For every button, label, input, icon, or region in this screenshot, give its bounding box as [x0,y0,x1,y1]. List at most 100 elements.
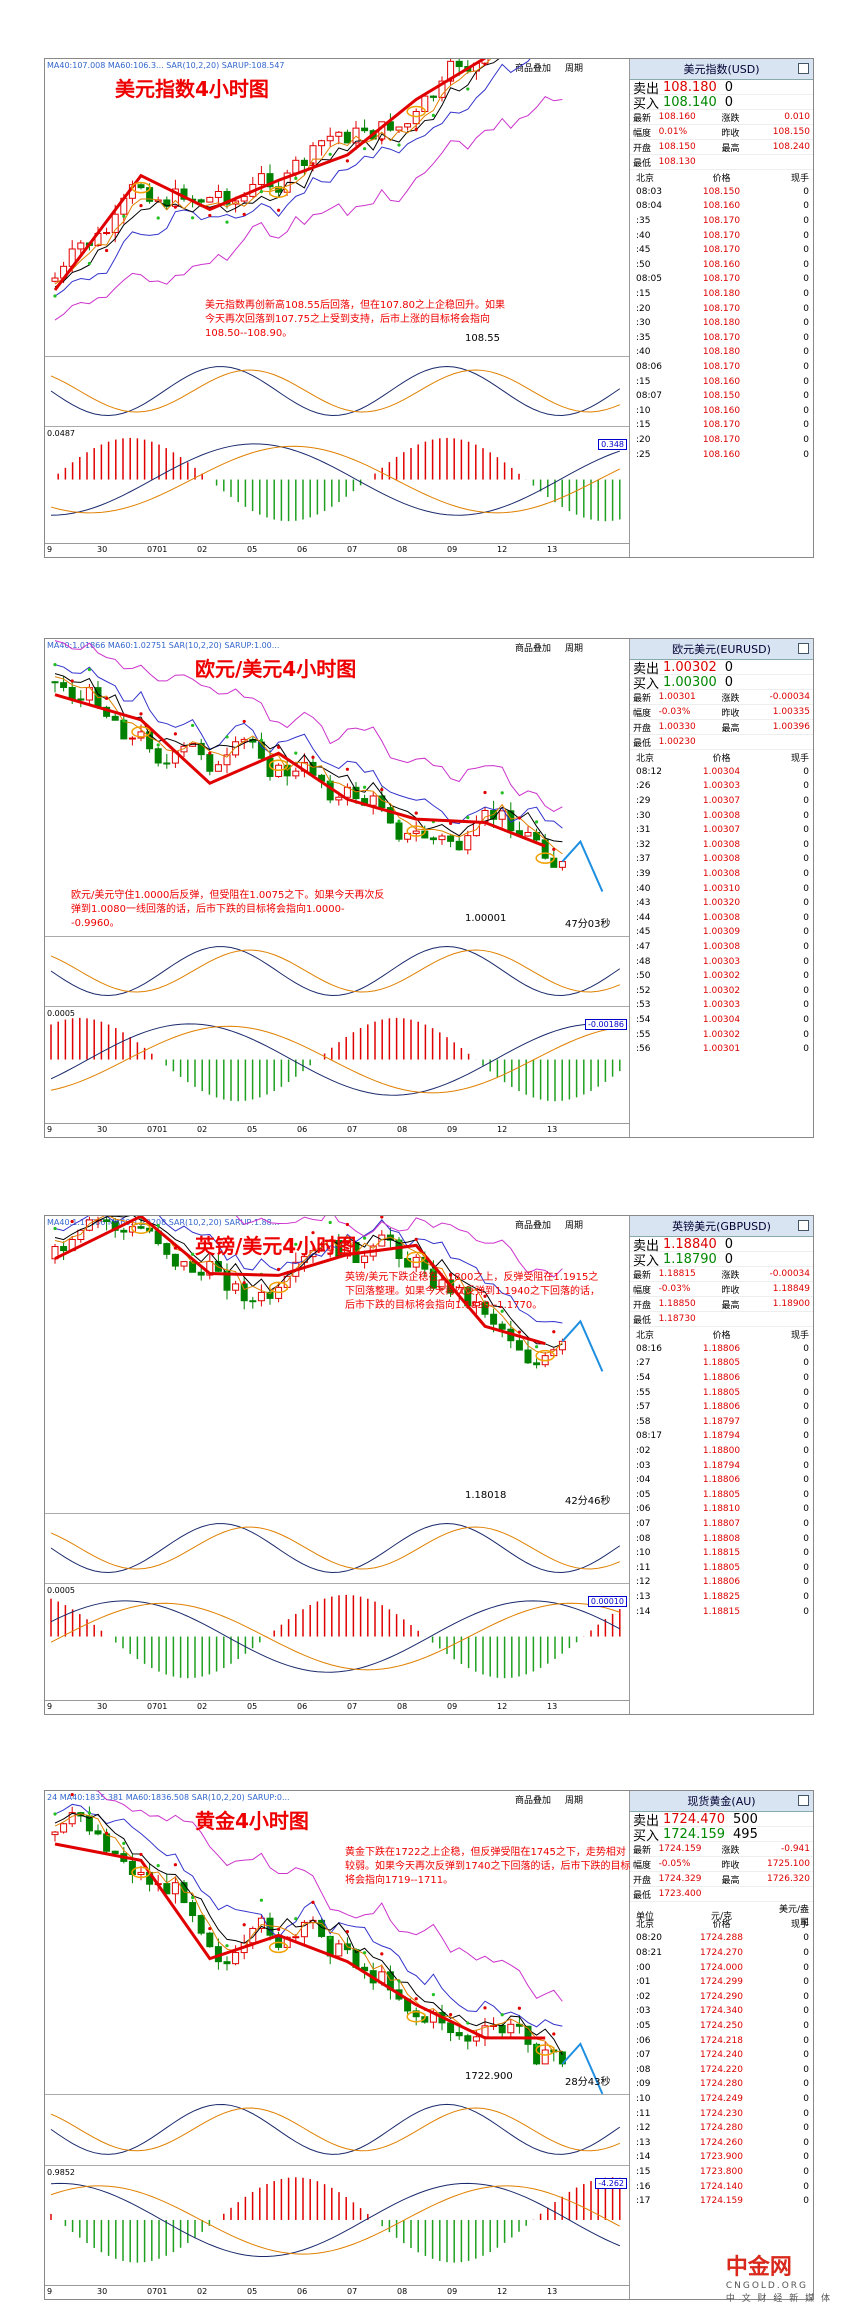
column-header: 价格 [712,173,731,184]
tick-row: :14 1.18815 0 [630,1604,813,1619]
stats-row: 最新 1.00301 涨跌 -0.00034 [630,690,813,705]
candle [197,742,205,756]
sar-dot [122,214,126,218]
sar-dot [414,1237,418,1241]
tick-time: :13 [636,2137,651,2148]
candle [438,80,446,98]
candle [558,2051,566,2065]
pivot-highlight [268,1941,289,1954]
candle [498,2024,506,2034]
tick-price: 1.00302 [702,971,741,982]
stat-value: 1.00330 [658,722,696,732]
oscillator-signal-line [50,2107,620,2152]
tick-volume: 0 [803,318,809,329]
candle [103,1833,111,1852]
buy-quote-row: 买入 1.18790 0 [630,1252,813,1269]
stat-value: -0.03% [658,1284,691,1294]
sar-dot [122,719,126,723]
stats-row: 最新 108.160 涨跌 0.010 [630,110,813,125]
toolbar-button[interactable]: 周期 [565,1221,584,1231]
candle [335,131,343,137]
sar-dot [53,1226,57,1231]
tick-price: 1723.900 [700,2152,743,2163]
pivot-highlight [268,1281,289,1294]
tick-price: 1724.159 [700,2196,743,2207]
toolbar-button[interactable]: 周期 [565,644,584,654]
tick-row: 08:20 1724.288 0 [630,1931,813,1946]
tick-row: :13 1.18825 0 [630,1590,813,1605]
candle [206,1261,214,1276]
sar-dot [483,790,487,795]
sar-dot [139,712,143,716]
stats-row: 开盘 108.150 最高 108.240 [630,140,813,155]
chart-title: 英镑/美元4小时图 [195,1234,357,1258]
tick-price: 1724.140 [700,2181,743,2192]
tick-price: 108.150 [702,186,741,197]
chart-annotation: 黄金下跌在1722之上企稳，但反弹受阻在1745之下，走势相对较弱。如果今天再次… [345,1847,631,1886]
sell-quote-row: 卖出 108.180 0 [630,80,813,97]
tick-price: 1.18805 [702,1387,741,1398]
tick-volume: 0 [803,1431,809,1442]
indicator-line: MA40:107.008 MA60:106.3... SAR(10,2,20) … [47,61,285,70]
sar-dot [397,819,401,823]
tick-volume: 0 [803,1446,809,1457]
candle [266,1291,274,1299]
sar-dot [397,143,401,147]
panel-toggle-button[interactable] [798,1220,809,1231]
tick-row: :02 1724.290 0 [630,1990,813,2005]
candle [524,2025,532,2045]
sar-dot [156,743,160,747]
tick-time: :06 [636,1504,651,1515]
candle [77,698,85,701]
panel-toggle-button[interactable] [798,63,809,74]
chart-area: MA40:1.01866 MA60:1.02751 SAR(10,2,20) S… [45,639,630,1137]
macd-signal-line [50,445,621,514]
tick-volume: 0 [803,347,809,358]
toolbar-button[interactable]: 商品叠加 [515,644,552,654]
x-tick-label: 30 [97,1125,108,1134]
tick-time: :15 [636,289,651,300]
tick-volume: 0 [803,2152,809,2163]
toolbar-button[interactable]: 周期 [565,1796,584,1806]
stat-label: 最低 [633,738,652,749]
stat-label: 幅度 [633,1860,652,1871]
tick-volume: 0 [803,912,809,923]
stat-value: -0.941 [780,1844,810,1854]
candle [361,1255,369,1264]
stat-value: 108.160 [658,112,696,122]
candle [111,715,119,721]
tick-volume: 0 [803,2166,809,2177]
sar-dot [449,1273,453,1277]
panel-toggle-button[interactable] [798,1795,809,1806]
toolbar-button[interactable]: 商品叠加 [515,1796,552,1806]
x-tick-label: 13 [547,2287,558,2296]
stat-label: 开盘 [633,1875,652,1886]
panel-toggle-button[interactable] [798,643,809,654]
toolbar-button[interactable]: 周期 [565,64,584,74]
x-axis: 9 30 0701 02 05 06 07 08 09 12 13 [45,1123,629,1137]
stats-row: 幅度 0.01% 昨收 108.150 [630,125,813,140]
column-header: 北京 [636,1920,655,1931]
tick-price: 108.160 [702,376,741,387]
tick-row: :07 1.18807 0 [630,1517,813,1532]
oscillator-line [50,365,621,416]
candle [103,232,111,235]
tick-price: 108.180 [702,347,741,358]
x-tick-label: 02 [197,1125,208,1134]
x-tick-label: 06 [297,545,308,554]
tick-row: :12 1.18806 0 [630,1575,813,1590]
candle [309,145,317,166]
candle [438,1279,446,1289]
sar-dot [87,261,91,266]
sar-dot [173,732,177,736]
tick-price: 1.00304 [702,1014,741,1025]
toolbar-button[interactable]: 商品叠加 [515,64,552,74]
stats-row: 最低 1.18730 [630,1312,813,1327]
sar-dot [363,785,367,789]
stat-value: -0.05% [658,1859,691,1869]
toolbar-button[interactable]: 商品叠加 [515,1221,552,1231]
tick-price: 1.00304 [702,766,741,777]
candle [232,1952,240,1965]
tick-price: 1.00308 [702,810,741,821]
sar-dot [328,1936,332,1940]
